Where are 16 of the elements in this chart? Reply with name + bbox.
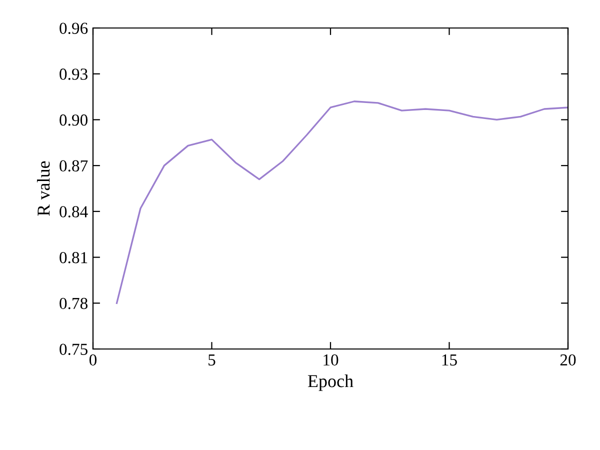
y-tick-label: 0.75	[60, 344, 88, 356]
x-tick-label: 5	[208, 354, 216, 366]
x-tick-label: 20	[560, 354, 576, 366]
y-tick-label: 0.90	[60, 114, 88, 126]
x-tick-label: 15	[442, 354, 457, 366]
y-tick-label: 0.84	[60, 206, 88, 218]
x-tick-label: 0	[89, 354, 97, 366]
y-tick-label: 0.78	[60, 298, 88, 310]
x-tick-label: 10	[324, 354, 338, 366]
line-series	[116, 100, 568, 304]
y-tick-label: 0.96	[60, 22, 88, 34]
y-axis-title: R value	[37, 161, 50, 216]
x-axis-title: Epoch	[308, 374, 354, 391]
y-tick-label: 0.87	[60, 160, 88, 172]
y-tick-label: 0.93	[60, 68, 88, 80]
y-tick-label: 0.81	[60, 252, 88, 264]
